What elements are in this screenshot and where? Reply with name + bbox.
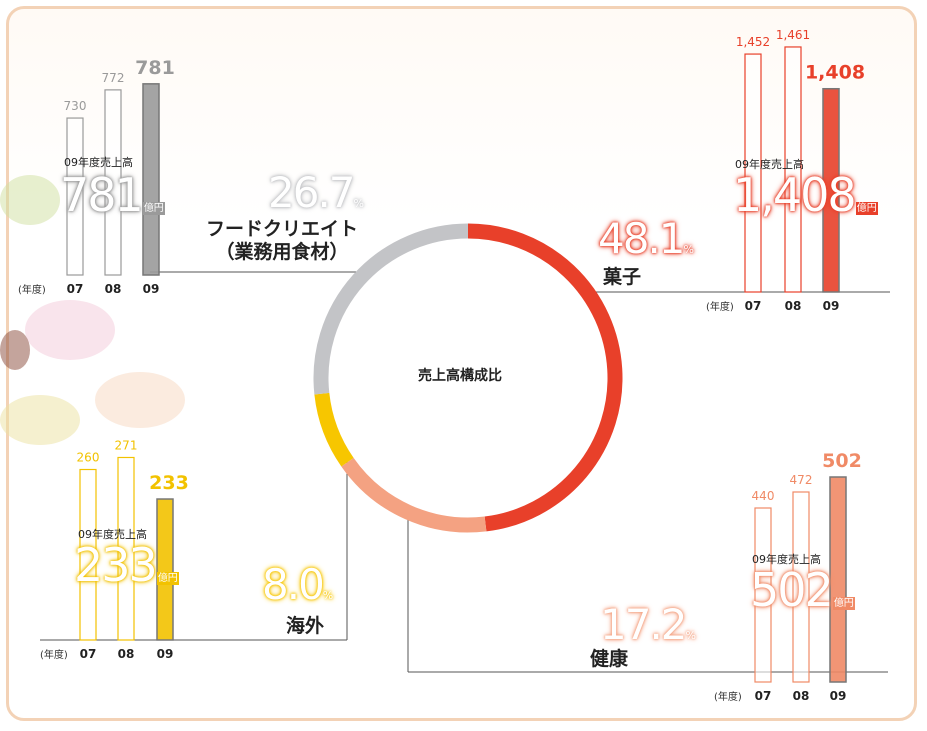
donut-segment — [314, 392, 354, 467]
percent-unit: % — [685, 629, 697, 642]
value-label: 440 — [752, 489, 775, 503]
value-label: 260 — [77, 451, 100, 465]
x-axis-label: (年度) — [706, 300, 734, 313]
summary-unit: 億円 — [142, 202, 165, 215]
value-label: 1,461 — [776, 28, 810, 42]
summary-unit: 億円 — [832, 597, 855, 610]
summary-number: 233 — [74, 538, 158, 592]
bar — [792, 491, 810, 683]
percent-value: 48.1 — [598, 214, 686, 263]
segment-name: フードクリエイト （業務用食材） — [206, 218, 359, 263]
percent-unit: % — [353, 197, 365, 210]
summary-title: 09年度売上高 — [78, 528, 147, 541]
summary-value: 502 億円 — [750, 563, 855, 618]
highlight-value-label: 233 — [149, 472, 189, 494]
summary-title: 09年度売上高 — [735, 158, 804, 171]
x-tick-label: 09 — [143, 282, 160, 296]
percent-label: 26.7% — [268, 168, 365, 218]
x-tick-label: 07 — [745, 299, 762, 313]
bar — [79, 468, 97, 641]
x-tick-label: 08 — [793, 689, 810, 703]
bar — [784, 46, 802, 293]
highlight-bar — [156, 498, 174, 641]
x-tick-label: 09 — [830, 689, 847, 703]
segment-name: 健康 — [590, 648, 629, 670]
summary-value: 1,408 億円 — [733, 168, 878, 223]
percent-label: 17.2% — [600, 600, 697, 650]
value-label: 1,452 — [736, 35, 770, 49]
summary-number: 781 — [60, 168, 144, 222]
percent-value: 17.2 — [600, 600, 688, 649]
percent-value: 26.7 — [268, 168, 356, 217]
summary-unit: 億円 — [156, 572, 179, 585]
highlight-bar — [142, 83, 160, 276]
highlight-bar — [829, 476, 847, 683]
bar — [66, 117, 84, 276]
donut-segment — [341, 457, 487, 533]
x-tick-label: 07 — [67, 282, 84, 296]
summary-value: 781 億円 — [60, 168, 165, 223]
x-tick-label: 09 — [157, 647, 174, 661]
center-label: 売上高構成比 — [418, 368, 502, 384]
segment-name: 菓子 — [603, 266, 642, 288]
highlight-value-label: 1,408 — [805, 62, 865, 84]
x-tick-label: 09 — [823, 299, 840, 313]
percent-value: 8.0 — [262, 560, 325, 609]
x-tick-label: 08 — [785, 299, 802, 313]
bar — [754, 507, 772, 683]
summary-number: 1,408 — [733, 168, 857, 222]
x-axis-label: (年度) — [40, 648, 68, 661]
segment-name: 海外 — [286, 615, 325, 637]
x-tick-label: 08 — [118, 647, 135, 661]
summary-number: 502 — [750, 563, 834, 617]
percent-label: 48.1% — [598, 214, 695, 264]
x-axis-label: (年度) — [18, 283, 46, 296]
highlight-value-label: 781 — [135, 57, 175, 79]
value-label: 730 — [64, 99, 87, 113]
summary-title: 09年度売上高 — [64, 156, 133, 169]
value-label: 772 — [102, 71, 125, 85]
x-tick-label: 07 — [755, 689, 772, 703]
bar — [117, 456, 135, 641]
value-label: 271 — [115, 438, 138, 452]
highlight-bar — [822, 87, 840, 293]
x-tick-label: 08 — [105, 282, 122, 296]
summary-value: 233 億円 — [74, 538, 179, 593]
percent-label: 8.0% — [262, 560, 334, 610]
donut-segment — [467, 223, 623, 532]
percent-unit: % — [683, 243, 695, 256]
x-axis-label: (年度) — [714, 690, 742, 703]
summary-title: 09年度売上高 — [752, 553, 821, 566]
x-tick-label: 07 — [80, 647, 97, 661]
bar — [744, 53, 762, 293]
bar — [104, 89, 122, 276]
value-label: 472 — [790, 473, 813, 487]
summary-unit: 億円 — [855, 202, 878, 215]
highlight-value-label: 502 — [822, 450, 862, 472]
donut-segment — [313, 223, 469, 395]
percent-unit: % — [322, 589, 334, 602]
